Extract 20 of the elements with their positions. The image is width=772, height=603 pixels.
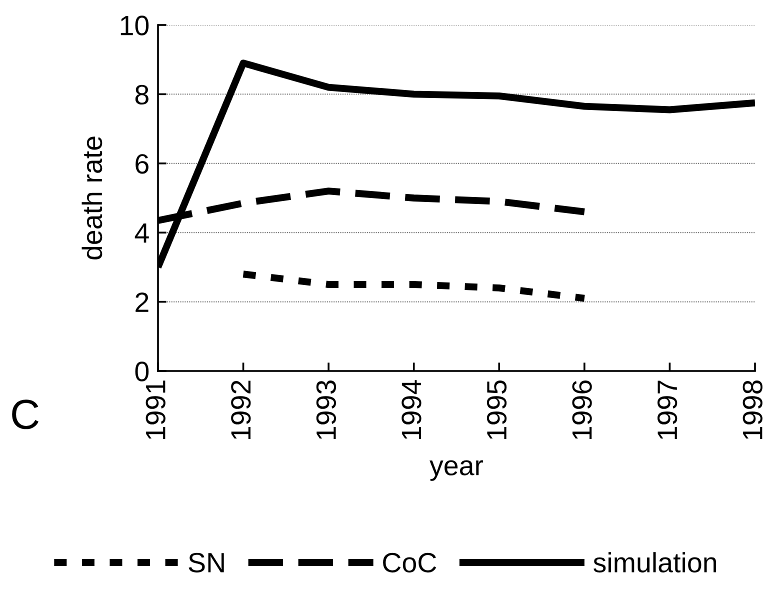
y-axis-title: death rate [82,136,102,260]
x-axis-title: year [430,460,484,481]
text: C [12,400,39,430]
y-tick-label: 2 [136,292,148,312]
x-tick-label: 1998 [742,380,762,440]
y-tick-label: 8 [135,84,148,105]
x-tick-label: 1993 [316,380,336,440]
legend-label: simulation [594,552,716,573]
y-tick-label: 4 [134,224,149,243]
legend-label: CoC [383,552,436,573]
y-tick-label: 10 [120,16,149,36]
x-tick-label: 1992 [231,380,251,440]
x-tick-label: 1997 [658,380,678,440]
x-tick-label: 1996 [572,380,592,440]
x-tick-label: 1995 [486,380,507,440]
legend-label: SN [188,552,224,573]
y-tick-label: 0 [135,362,149,382]
x-tick-label: 1991 [146,380,166,440]
y-tick-label: 6 [136,154,148,174]
x-tick-label: 1994 [402,380,422,440]
